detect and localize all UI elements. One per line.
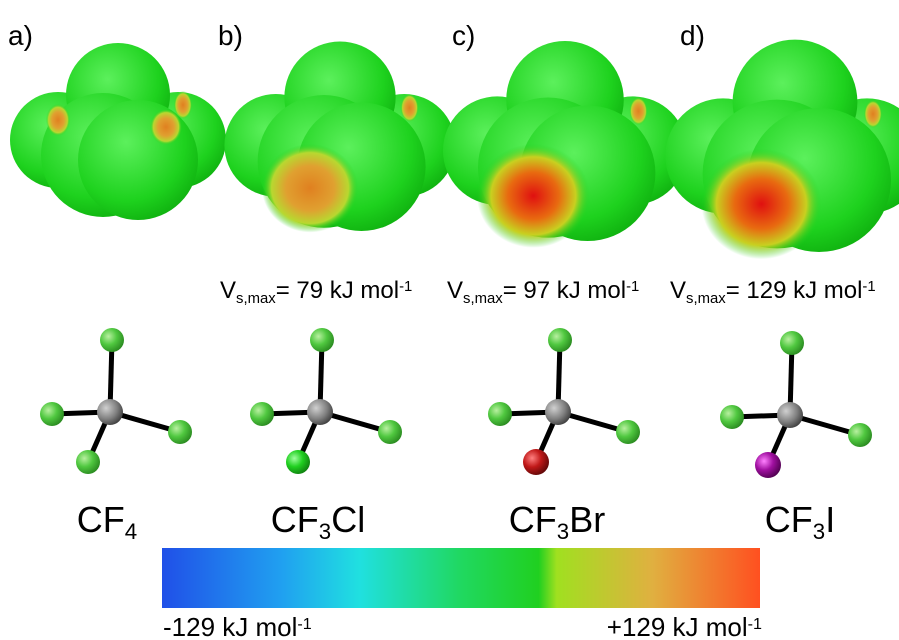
vsmax-label-part: s,max [686,291,726,307]
carbon-atom [307,399,333,425]
molecule-name: CF3I [765,499,835,544]
molecule-name-part: 4 [125,519,137,544]
atom [488,402,512,426]
vsmax-label-part: s,max [236,291,276,307]
atom [755,452,781,478]
colorbar-max-label-part: +129 kJ mol [607,612,748,640]
sigma-hole [262,144,358,233]
sigma-hole [477,144,590,248]
figure: a)CF4b)Vs,max= 79 kJ mol-1CF3Clc)Vs,max=… [0,0,899,640]
atom [168,420,192,444]
ball-stick-model [250,328,402,474]
molecule-name-part: 3 [319,519,331,544]
atom [100,328,124,352]
molecule-name-part: 3 [813,519,825,544]
vsmax-label-part: V [670,277,686,304]
colorbar-max-label: +129 kJ mol-1 [607,612,762,640]
sigma-hole [864,100,882,128]
colorbar-max-label-part: -1 [748,615,762,633]
ball-stick-model [40,328,192,474]
carbon-atom [545,399,571,425]
molecule-name-part: CF [765,499,813,540]
carbon-atom [777,402,803,428]
molecule-name-part: Cl [331,499,365,540]
colorbar-min-label-part: -1 [297,615,311,633]
molecule-name-part: I [825,499,835,540]
colorbar [162,548,760,608]
atom [250,402,274,426]
molecule-name: CF4 [77,499,137,544]
vsmax-label-part: = 79 kJ mol [276,277,399,304]
panel-label: a) [8,20,33,51]
atom [40,402,64,426]
panel-label: c) [452,20,475,51]
molecule-name-part: CF [77,499,125,540]
sigma-hole [701,149,821,259]
vsmax-label-part: s,max [463,291,503,307]
sigma-hole [629,97,647,125]
panel-label: d) [680,20,705,51]
vsmax-label: Vs,max= 79 kJ mol-1 [220,277,412,307]
ball-stick-model [720,331,872,478]
sigma-hole [174,91,192,119]
vsmax-label-part: -1 [862,279,875,295]
vsmax-label: Vs,max= 97 kJ mol-1 [447,277,639,307]
colorbar-min-label: -129 kJ mol-1 [163,612,312,640]
vsmax-label-part: V [220,277,236,304]
molecule-name-part: 3 [557,519,569,544]
atom [548,328,572,352]
molecule-name-part: CF [271,499,319,540]
molecule-name: CF3Cl [271,499,365,544]
sigma-hole [401,94,419,122]
atom [310,328,334,352]
esp-surface [224,42,455,233]
atom [286,450,310,474]
esp-surface [10,43,226,220]
molecule-name-part: Br [569,499,605,540]
atom [378,420,402,444]
atom [780,331,804,355]
esp-surface [665,40,899,260]
vsmax-label-part: = 129 kJ mol [726,277,863,304]
vsmax-label-part: -1 [626,279,639,295]
panel-label: b) [218,20,243,51]
vsmax-label: Vs,max= 129 kJ mol-1 [670,277,876,307]
carbon-atom [97,399,123,425]
sigma-hole [46,104,70,136]
atom [720,405,744,429]
atom [616,420,640,444]
vsmax-label-part: = 97 kJ mol [503,277,626,304]
colorbar-min-label-part: -129 kJ mol [163,612,297,640]
esp-surface [443,41,687,248]
molecule-name-part: CF [509,499,557,540]
ball-stick-model [488,328,640,475]
vsmax-label-part: V [447,277,463,304]
atom [523,449,549,475]
vsmax-label-part: -1 [399,279,412,295]
molecule-name: CF3Br [509,499,605,544]
atom [76,450,100,474]
atom [848,423,872,447]
